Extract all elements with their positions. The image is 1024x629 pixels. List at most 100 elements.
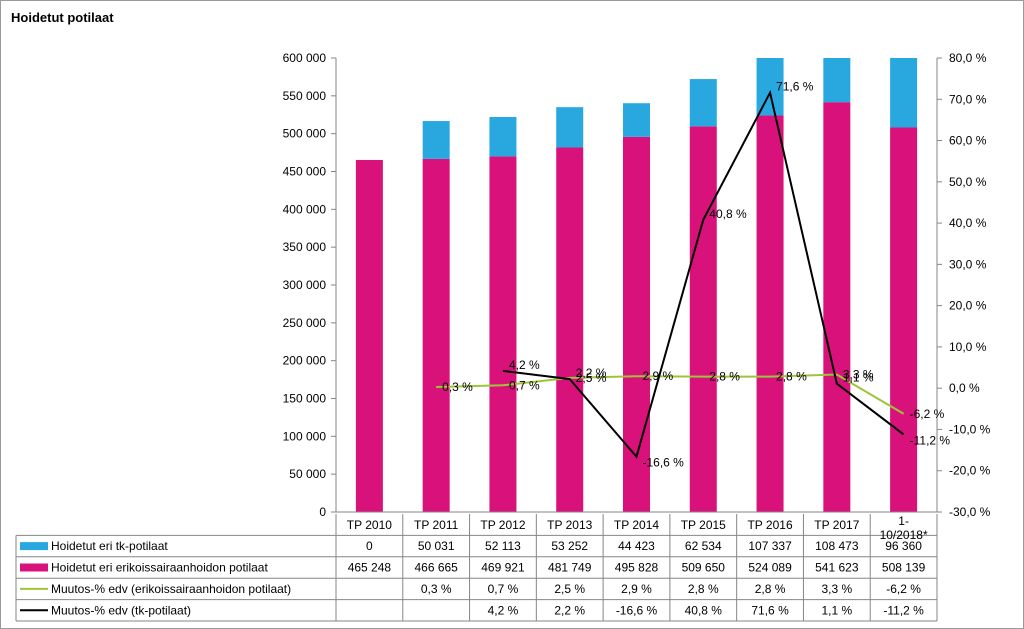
line-muutos-erikoissairaanhoito [436, 373, 905, 415]
left-tick-label: 150 000 [283, 392, 327, 406]
table-cell: 541 623 [815, 561, 859, 575]
data-label-muutos-tk: -16,6 % [643, 456, 685, 470]
right-tick-label: 40,0 % [949, 216, 987, 230]
left-tick-label: 600 000 [283, 51, 327, 65]
bar-tk-potilaat [890, 58, 918, 128]
bar-tk-potilaat [756, 58, 784, 116]
table-cell: 44 423 [618, 539, 655, 553]
right-tick-label: 80,0 % [949, 51, 987, 65]
legend-label: Muutos-% edv (tk-potilaat) [51, 603, 191, 617]
table-cell: 53 252 [551, 539, 588, 553]
data-label-muutos-esh: 0,3 % [442, 380, 473, 394]
table-cell: 1,1 % [821, 603, 852, 617]
table-cell: 50 031 [418, 539, 455, 553]
bar-erikoissairaanhoito [355, 159, 383, 512]
bar-erikoissairaanhoito [890, 127, 918, 513]
left-tick-label: 500 000 [283, 127, 327, 141]
bar-tk-potilaat [623, 103, 650, 137]
table-cell: 0,3 % [421, 582, 452, 596]
left-tick-label: 350 000 [283, 240, 327, 254]
category-label: TP 2014 [614, 518, 659, 532]
data-label-muutos-esh: 2,9 % [643, 369, 674, 383]
data-label-muutos-esh: -6,2 % [910, 407, 945, 421]
left-tick-label: 0 [319, 505, 326, 519]
left-tick-label: 400 000 [283, 202, 327, 216]
category-label: TP 2011 [414, 518, 459, 532]
table-cell: 4,2 % [488, 603, 519, 617]
line-muutos-tk [502, 89, 905, 459]
legend-swatch [20, 542, 48, 551]
table-cell: 0 [366, 539, 373, 553]
table-cell: 469 921 [481, 561, 525, 575]
table-cell: 107 337 [748, 539, 792, 553]
data-label-muutos-esh: 2,8 % [709, 370, 740, 384]
table-cell: 2,5 % [554, 582, 585, 596]
bar-erikoissairaanhoito [756, 115, 784, 512]
table-cell: -11,2 % [883, 603, 924, 617]
bar-erikoissairaanhoito [623, 136, 650, 512]
table-cell: 96 360 [885, 539, 922, 553]
bar-erikoissairaanhoito [422, 158, 450, 513]
legend-label: Hoidetut eri tk-potilaat [51, 539, 168, 553]
bar-tk-potilaat [689, 79, 717, 127]
right-tick-label: 60,0 % [949, 134, 987, 148]
data-label-muutos-esh: 2,8 % [776, 370, 807, 384]
category-label: TP 2016 [747, 518, 792, 532]
table-cell: 495 828 [615, 561, 659, 575]
table-cell: 62 534 [685, 539, 722, 553]
data-label-muutos-tk: -11,2 % [910, 433, 951, 447]
bar-tk-potilaat [823, 58, 851, 103]
data-label-muutos-tk: 4,2 % [509, 358, 540, 372]
table-cell: -16,6 % [616, 603, 658, 617]
right-tick-label: 50,0 % [949, 175, 987, 189]
legend-label: Muutos-% edv (erikoissairaanhoidon potil… [51, 582, 291, 596]
bar-erikoissairaanhoito [823, 102, 851, 512]
category-label: 10/2018* [880, 528, 928, 542]
category-label: TP 2013 [547, 518, 592, 532]
table-cell: 508 139 [882, 561, 926, 575]
table-cell: 0,7 % [488, 582, 519, 596]
right-tick-label: 70,0 % [949, 92, 987, 106]
table-cell: 71,6 % [751, 603, 789, 617]
legend-label: Hoidetut eri erikoissairaanhoidon potila… [51, 561, 268, 575]
legend-swatch [20, 563, 48, 572]
data-label-muutos-tk: 71,6 % [776, 80, 814, 94]
data-label-muutos-esh: 0,7 % [509, 378, 540, 392]
right-tick-label: 10,0 % [949, 340, 987, 354]
table-cell: -6,2 % [886, 582, 921, 596]
right-tick-label: -10,0 % [949, 422, 991, 436]
table-cell: 465 248 [348, 561, 392, 575]
right-tick-label: 0,0 % [949, 381, 980, 395]
bar-erikoissairaanhoito [689, 126, 717, 512]
category-label: 1- [898, 514, 909, 528]
bar-erikoissairaanhoito [489, 156, 517, 512]
table-cell: 108 473 [815, 539, 859, 553]
chart-title: Hoidetut potilaat [11, 10, 114, 25]
bar-tk-potilaat [422, 121, 450, 159]
left-tick-label: 300 000 [283, 278, 327, 292]
table-cell: 40,8 % [685, 603, 723, 617]
table-cell: 524 089 [748, 561, 792, 575]
left-tick-label: 450 000 [283, 165, 327, 179]
category-label: TP 2012 [480, 518, 525, 532]
right-tick-label: 30,0 % [949, 257, 987, 271]
table-cell: 52 113 [485, 539, 521, 553]
data-label-muutos-tk: 40,8 % [709, 207, 747, 221]
category-label: TP 2010 [347, 518, 392, 532]
table-cell: 2,9 % [621, 582, 652, 596]
left-tick-label: 200 000 [283, 354, 327, 368]
left-tick-label: 100 000 [283, 429, 327, 443]
category-label: TP 2017 [814, 518, 859, 532]
right-tick-label: -20,0 % [949, 464, 991, 478]
data-label-muutos-tk: 1,1 % [843, 371, 874, 385]
table-cell: 3,3 % [821, 582, 852, 596]
table-cell: 509 650 [682, 561, 726, 575]
bar-erikoissairaanhoito [556, 147, 584, 512]
data-label-muutos-esh: 3,3 % [843, 368, 874, 382]
table-cell: 2,2 % [554, 603, 585, 617]
table-cell: 481 749 [548, 561, 592, 575]
right-tick-label: 20,0 % [949, 299, 987, 313]
right-tick-label: -30,0 % [949, 505, 991, 519]
bar-tk-potilaat [556, 107, 584, 148]
